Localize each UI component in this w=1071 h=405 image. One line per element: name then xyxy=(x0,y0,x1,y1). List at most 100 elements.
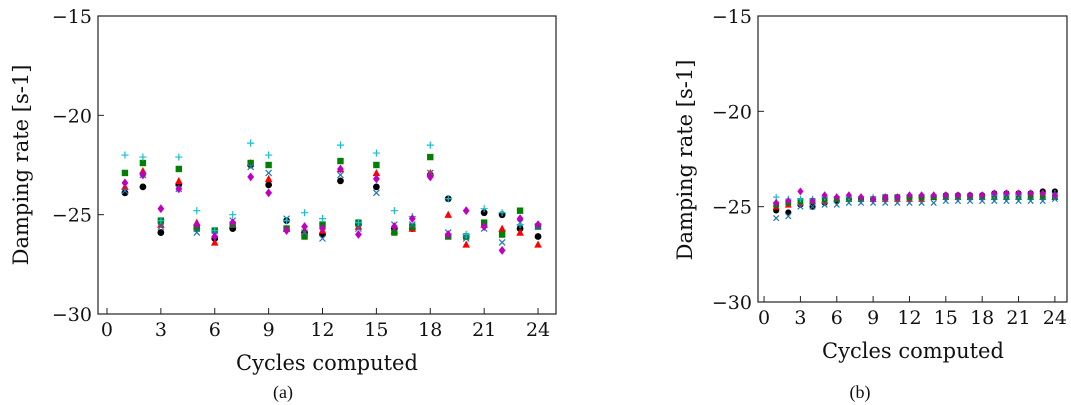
y-tick-label: −20 xyxy=(52,105,92,127)
diamond-point xyxy=(480,222,488,231)
x-tick-label: 9 xyxy=(263,319,275,341)
diamond-point xyxy=(1027,189,1034,198)
circle-point xyxy=(139,183,147,191)
x-ticks-b: 0 3 6 9 12 15 18 21 24 xyxy=(758,296,1067,329)
x-point xyxy=(785,213,792,220)
diamond-point xyxy=(139,170,147,180)
x-ticks-a: 0 3 6 9 12 15 18 21 24 xyxy=(101,308,550,341)
plus-point xyxy=(797,195,804,203)
diamond-point xyxy=(797,187,804,196)
diamond-point xyxy=(894,193,901,202)
square-point xyxy=(121,169,129,177)
circle-point xyxy=(372,183,380,191)
triangle-point xyxy=(516,228,524,236)
x-point xyxy=(833,201,840,208)
diamond-point xyxy=(319,224,326,233)
x-point xyxy=(882,199,889,206)
square-point xyxy=(139,159,147,167)
x-point xyxy=(966,197,974,205)
scatter-points-a xyxy=(121,139,542,255)
x-point xyxy=(894,199,901,206)
x-tick-label: 12 xyxy=(310,319,334,341)
x-tick-label: 0 xyxy=(101,319,113,341)
triangle-point xyxy=(175,176,183,185)
diamond-point xyxy=(283,226,290,235)
diamond-point xyxy=(462,206,470,216)
triangle-point xyxy=(534,240,542,248)
diamond-point xyxy=(408,214,416,224)
x-point xyxy=(918,199,925,206)
circle-point xyxy=(534,233,542,240)
diamond-point xyxy=(991,189,998,198)
square-point xyxy=(409,223,416,230)
y-tick-label: −30 xyxy=(52,304,92,326)
x-point xyxy=(797,203,804,210)
chart-panel-a: 0 3 6 9 12 15 18 21 24 −30 −25 −20 −15 Cycles compu… xyxy=(9,6,557,403)
x-point xyxy=(355,225,362,232)
y-tick-label: −15 xyxy=(712,6,752,28)
diamond-point xyxy=(301,222,308,231)
diamond-point xyxy=(845,191,852,200)
y-tick-label: −25 xyxy=(52,205,92,227)
diamond-point xyxy=(954,191,962,200)
x-tick-label: 15 xyxy=(934,307,958,329)
diamond-point xyxy=(821,191,828,200)
x-point xyxy=(319,235,326,242)
y-tick-label: −15 xyxy=(52,6,92,28)
plus-point xyxy=(157,217,165,225)
square-point xyxy=(427,153,434,161)
circle-point xyxy=(480,209,488,217)
x-point xyxy=(337,171,344,179)
x-point xyxy=(1039,197,1046,205)
diamond-point xyxy=(534,220,542,229)
plus-point xyxy=(480,205,488,213)
x-point xyxy=(979,197,986,205)
circle-point xyxy=(337,177,344,185)
plus-point xyxy=(426,141,434,149)
diamond-point xyxy=(193,220,201,229)
circle-point xyxy=(265,181,273,189)
x-point xyxy=(408,221,416,229)
x-point xyxy=(857,199,865,206)
x-tick-label: 6 xyxy=(209,319,221,341)
diamond-point xyxy=(355,230,362,239)
plus-point xyxy=(247,139,255,147)
x-tick-label: 24 xyxy=(526,319,550,341)
plus-point xyxy=(462,230,470,239)
triangle-point xyxy=(462,240,470,248)
triangle-point xyxy=(210,238,219,246)
diamond-point xyxy=(870,195,877,203)
x-point xyxy=(1027,197,1034,205)
plus-point xyxy=(121,151,129,159)
x-tick-label: 3 xyxy=(155,319,167,341)
x-tick-label: 18 xyxy=(970,307,994,329)
diamond-point xyxy=(1003,189,1010,198)
x-tick-label: 24 xyxy=(1043,307,1067,329)
diamond-point xyxy=(906,191,913,200)
diamond-point xyxy=(229,218,237,228)
diamond-point xyxy=(930,191,937,200)
plus-point xyxy=(193,207,201,215)
x-tick-label: 18 xyxy=(418,319,442,341)
x-tick-label: 21 xyxy=(472,319,496,341)
plus-point xyxy=(498,209,506,217)
square-point xyxy=(247,159,254,167)
y-tick-label: −30 xyxy=(712,292,752,314)
plot-frame-a xyxy=(97,15,557,315)
caption-b: (b) xyxy=(850,382,871,403)
plus-point xyxy=(390,207,398,215)
diamond-point xyxy=(882,193,889,202)
x-tick-label: 9 xyxy=(867,307,879,329)
diamond-point xyxy=(516,214,524,224)
diamond-point xyxy=(265,188,273,198)
x-point xyxy=(821,201,828,208)
y-axis-label-b: Damping rate [s-1] xyxy=(673,60,697,261)
diamond-point xyxy=(444,230,452,239)
plus-point xyxy=(139,153,147,161)
x-point xyxy=(845,199,853,206)
x-point xyxy=(301,229,308,236)
diamond-point xyxy=(857,193,865,202)
plus-point xyxy=(372,149,380,157)
triangle-point xyxy=(498,224,506,232)
caption-a: (a) xyxy=(273,382,293,403)
